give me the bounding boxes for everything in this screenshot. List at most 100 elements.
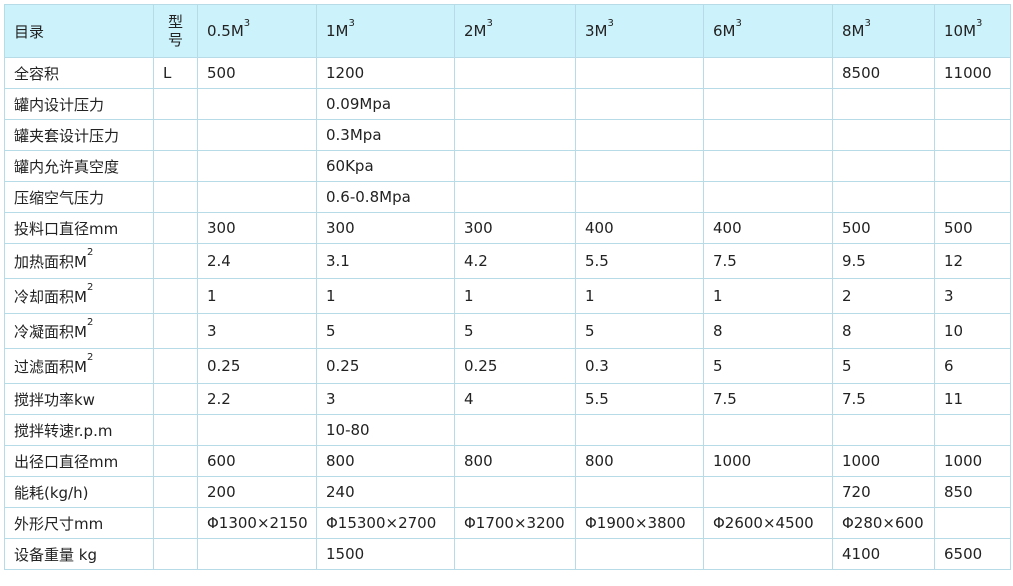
row-label: 冷凝面积M2	[4, 313, 154, 349]
spec-table-container: 目录 型 号 0.5M3 1M3 2M3 3M3 6M3 8M3 10M3 全容…	[4, 4, 1011, 570]
header-model-bottom: 号	[167, 31, 183, 49]
table-cell: 500	[197, 57, 317, 89]
table-cell	[575, 57, 704, 89]
row-label-exponent: 2	[86, 281, 94, 293]
row-label-text: 能耗(kg/h)	[14, 483, 89, 502]
row-unit	[153, 538, 198, 570]
table-cell: 3	[934, 278, 1011, 314]
row-unit	[153, 507, 198, 539]
table-row: 出径口直径mm 600 800 800 800 1000 1000 1000	[4, 445, 1011, 477]
table-cell: 800	[316, 445, 455, 477]
table-cell: 1	[316, 278, 455, 314]
table-cell: Φ15300×2700	[316, 507, 455, 539]
row-label-text: 外形尺寸mm	[14, 514, 104, 533]
table-cell	[454, 476, 576, 508]
table-cell: 1	[703, 278, 833, 314]
table-cell: 5.5	[575, 243, 704, 279]
table-cell: Φ1300×2150	[197, 507, 317, 539]
header-col-4: 6M3	[703, 4, 833, 58]
table-row: 能耗(kg/h) 200 240 720 850	[4, 476, 1011, 508]
table-cell: 1000	[832, 445, 935, 477]
header-col-5-base: 8M	[842, 22, 865, 40]
table-cell: 800	[575, 445, 704, 477]
row-label: 出径口直径mm	[4, 445, 154, 477]
table-row: 冷却面积M2 1 1 1 1 1 2 3	[4, 278, 1011, 314]
header-col-3: 3M3	[575, 4, 704, 58]
header-col-5-exp: 3	[864, 18, 871, 29]
row-unit	[153, 348, 198, 384]
table-cell	[575, 119, 704, 151]
table-cell: 1000	[934, 445, 1011, 477]
row-label: 外形尺寸mm	[4, 507, 154, 539]
table-cell: 1	[575, 278, 704, 314]
table-cell	[575, 476, 704, 508]
row-label: 设备重量 kg	[4, 538, 154, 570]
table-cell	[934, 181, 1011, 213]
table-cell	[703, 119, 833, 151]
table-row: 全容积 L 500 1200 8500 11000	[4, 57, 1011, 89]
table-cell: 850	[934, 476, 1011, 508]
table-cell: 5	[703, 348, 833, 384]
table-cell	[575, 538, 704, 570]
table-cell: 9.5	[832, 243, 935, 279]
row-unit	[153, 150, 198, 182]
table-cell: Φ2600×4500	[703, 507, 833, 539]
table-cell: 11000	[934, 57, 1011, 89]
table-cell	[197, 414, 317, 446]
row-label-text: 出径口直径mm	[14, 452, 119, 471]
row-label-text: 全容积	[14, 64, 60, 83]
table-cell: 400	[703, 212, 833, 244]
table-cell: 2.4	[197, 243, 317, 279]
table-cell: 2.2	[197, 383, 317, 415]
table-row: 设备重量 kg 1500 4100 6500	[4, 538, 1011, 570]
table-cell	[934, 414, 1011, 446]
table-cell: 4100	[832, 538, 935, 570]
header-col-2-base: 2M	[464, 22, 487, 40]
row-label-text: 搅拌转速r.p.m	[14, 421, 113, 440]
table-cell: 720	[832, 476, 935, 508]
row-label-text: 罐夹套设计压力	[14, 126, 120, 145]
table-cell	[832, 88, 935, 120]
header-col-1-base: 1M	[326, 22, 349, 40]
table-cell	[454, 119, 576, 151]
header-col-5: 8M3	[832, 4, 935, 58]
table-cell: 0.6-0.8Mpa	[316, 181, 455, 213]
spec-table: 目录 型 号 0.5M3 1M3 2M3 3M3 6M3 8M3 10M3 全容…	[4, 4, 1011, 570]
table-cell	[454, 414, 576, 446]
row-unit	[153, 476, 198, 508]
table-cell: 7.5	[703, 383, 833, 415]
row-label: 罐内允许真空度	[4, 150, 154, 182]
table-cell: 5	[316, 313, 455, 349]
table-cell: 5	[575, 313, 704, 349]
row-label: 过滤面积M2	[4, 348, 154, 384]
header-col-4-exp: 3	[735, 18, 742, 29]
row-label-text: 加热面积M	[14, 252, 87, 271]
table-cell	[454, 150, 576, 182]
table-cell: 2	[832, 278, 935, 314]
header-col-3-exp: 3	[607, 18, 614, 29]
header-col-2-exp: 3	[486, 18, 493, 29]
table-cell: 0.09Mpa	[316, 88, 455, 120]
table-cell: 0.25	[454, 348, 576, 384]
row-label-exponent: 2	[86, 316, 94, 328]
table-cell	[197, 88, 317, 120]
table-cell: 0.25	[316, 348, 455, 384]
table-cell	[454, 538, 576, 570]
table-cell: 5.5	[575, 383, 704, 415]
table-cell	[197, 119, 317, 151]
row-unit	[153, 414, 198, 446]
row-label-text: 投料口直径mm	[14, 219, 119, 238]
row-label: 搅拌功率kw	[4, 383, 154, 415]
table-cell	[703, 414, 833, 446]
row-label-text: 冷凝面积M	[14, 322, 87, 341]
table-cell: 8500	[832, 57, 935, 89]
row-label: 全容积	[4, 57, 154, 89]
row-label-text: 罐内允许真空度	[14, 157, 120, 176]
table-cell: 1	[454, 278, 576, 314]
table-cell	[575, 150, 704, 182]
table-cell	[575, 414, 704, 446]
table-cell: 1000	[703, 445, 833, 477]
table-row: 冷凝面积M2 3 5 5 5 8 8 10	[4, 313, 1011, 349]
table-cell: 4.2	[454, 243, 576, 279]
row-label-text: 设备重量 kg	[14, 545, 97, 564]
